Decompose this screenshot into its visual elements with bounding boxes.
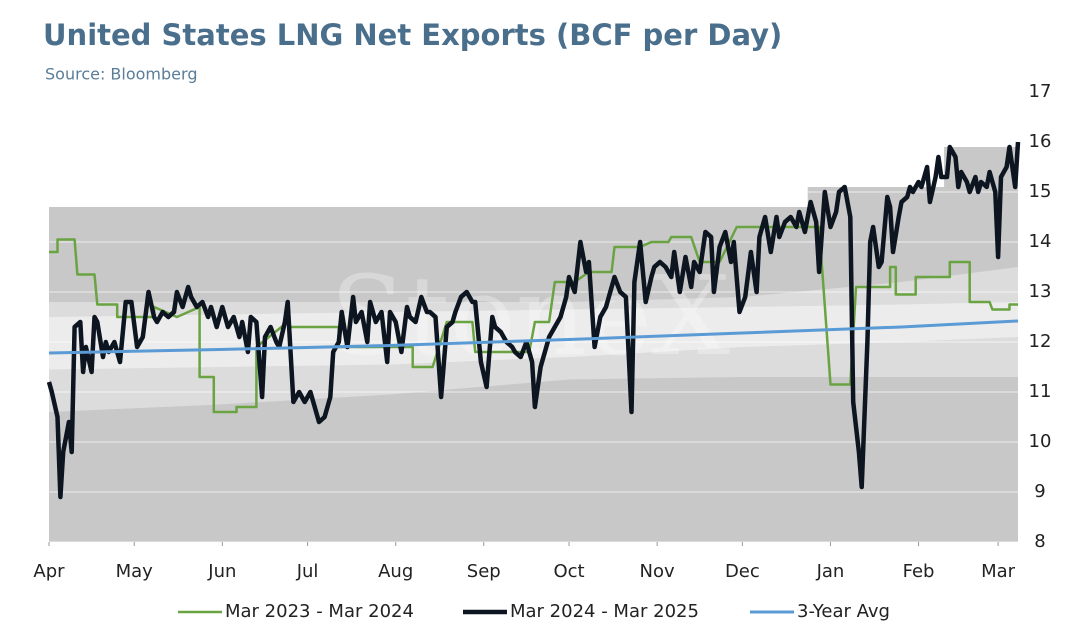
legend-label: Mar 2023 - Mar 2024: [225, 601, 414, 622]
y-tick-label: 16: [1029, 131, 1052, 152]
series-line: [46, 141, 1021, 500]
x-tick-label: Jul: [296, 561, 319, 582]
chart-subtitle: Source: Bloomberg: [45, 65, 197, 84]
y-tick-label: 8: [1034, 531, 1045, 552]
y-tick-label: 14: [1029, 231, 1052, 252]
x-tick-label: Feb: [903, 561, 935, 582]
y-tick-label: 10: [1029, 431, 1052, 452]
x-tick-label: Jun: [207, 561, 236, 582]
x-tick-label: May: [116, 561, 154, 582]
legend-label: 3-Year Avg: [797, 601, 890, 622]
x-tick-label: Nov: [640, 561, 675, 582]
x-tick-label: Mar: [981, 561, 1016, 582]
x-tick-label: Sep: [467, 561, 501, 582]
series-line: [49, 225, 1018, 414]
x-tick-label: Apr: [33, 561, 65, 582]
x-tick-label: Oct: [553, 561, 584, 582]
series-line: [48, 319, 1019, 355]
y-tick-label: 13: [1029, 281, 1052, 302]
lines: [46, 141, 1021, 500]
grid: [49, 91, 1018, 543]
legend-label: Mar 2024 - Mar 2025: [510, 601, 699, 622]
y-tick-label: 11: [1029, 381, 1052, 402]
chart-title: United States LNG Net Exports (BCF per D…: [43, 18, 782, 52]
y-tick-label: 15: [1029, 181, 1052, 202]
x-tick-label: Jan: [816, 561, 845, 582]
labels: 8 9 10 11 12 13 14 15 16 17 Apr May Jun Jul Aug Sep Oct N…: [33, 81, 1051, 622]
x-tick-label: Dec: [725, 561, 760, 582]
x-tick-label: Aug: [378, 561, 413, 582]
y-tick-label: 17: [1029, 81, 1052, 102]
y-tick-label: 9: [1034, 481, 1045, 502]
y-tick-label: 12: [1029, 331, 1052, 352]
